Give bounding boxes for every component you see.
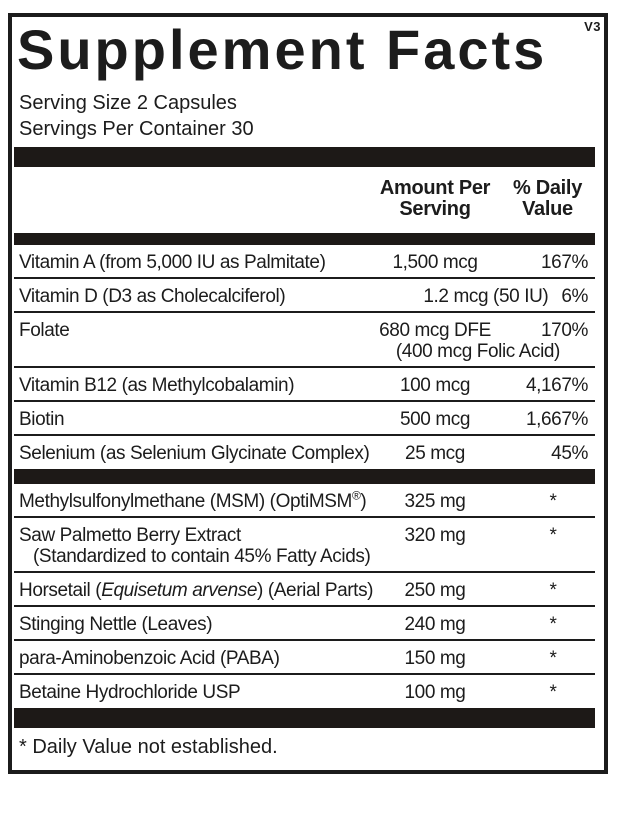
daily-value: 170% <box>541 320 588 341</box>
amount-value: 100 mcg <box>399 375 471 396</box>
botanicals-section: Methylsulfonylmethane (MSM) (OptiMSM®) 32… <box>14 484 595 708</box>
daily-value: 6% <box>561 286 588 307</box>
ingredient-row: Vitamin D (D3 as Cholecalciferol) 1.2 mcg… <box>14 279 595 313</box>
ingredient-name: Selenium (as Selenium Glycinate Complex) <box>19 443 370 464</box>
daily-value: 4,167% <box>525 375 588 396</box>
ingredient-row: para-Aminobenzoic Acid (PABA) 150 mg * <box>14 641 595 675</box>
ingredient-row: Methylsulfonylmethane (MSM) (OptiMSM®) 32… <box>14 484 595 518</box>
ingredient-name: Biotin <box>19 409 65 430</box>
servings-per-container-line: Servings Per Container 30 <box>19 118 254 140</box>
amount-detail: (400 mcg Folic Acid) <box>395 341 561 362</box>
ingredient-name: para-Aminobenzoic Acid (PABA) <box>19 648 280 669</box>
daily-value: * <box>549 525 557 546</box>
amount-value: 320 mg <box>404 525 466 546</box>
daily-value: * <box>549 648 557 669</box>
ingredient-row: Vitamin B12 (as Methylcobalamin) 100 mcg 4… <box>14 368 595 402</box>
amount-and-daily-value: 1.2 mcg (50 IU) 6% <box>423 286 588 307</box>
ingredient-row: Vitamin A (from 5,000 IU as Palmitate) 1,… <box>14 245 595 279</box>
daily-value: * <box>549 614 557 635</box>
ingredient-row: Folate 680 mcg DFE 170% (400 mcg Folic Acid… <box>14 313 595 368</box>
version-tag: V3 <box>584 19 601 34</box>
thick-divider-bottom <box>14 708 595 728</box>
amount-value: 250 mg <box>404 580 466 601</box>
amount-value: 1.2 mcg (50 IU) <box>423 286 549 307</box>
ingredient-name: Stinging Nettle (Leaves) <box>19 614 213 635</box>
amount-value: 680 mcg DFE <box>379 320 491 341</box>
ingredient-name: Betaine Hydrochloride USP <box>19 682 241 703</box>
ingredient-name: Methylsulfonylmethane (MSM) (OptiMSM®) <box>19 488 367 512</box>
ingredient-name: Vitamin D (D3 as Cholecalciferol) <box>19 286 286 307</box>
amount-value: 25 mcg <box>405 443 465 464</box>
amount-column-header: Amount Per Serving <box>379 177 491 220</box>
ingredient-row: Stinging Nettle (Leaves) 240 mg * <box>14 607 595 641</box>
panel-content: Supplement Facts Serving Size 2 Capsules… <box>12 18 604 770</box>
thick-divider-top <box>14 147 595 167</box>
amount-value: 1,500 mcg <box>392 252 478 273</box>
footnote: * Daily Value not established. <box>19 736 278 758</box>
daily-value: 1,667% <box>525 409 588 430</box>
panel-title: Supplement Facts <box>17 18 548 81</box>
serving-info: Serving Size 2 Capsules Servings Per Con… <box>19 90 595 142</box>
ingredient-row: Betaine Hydrochloride USP 100 mg * <box>14 675 595 708</box>
daily-value: * <box>549 491 557 512</box>
ingredient-row: Biotin 500 mcg 1,667% <box>14 402 595 436</box>
thick-divider-header <box>14 233 595 245</box>
thick-divider-middle <box>14 469 595 484</box>
ingredient-detail: (Standardized to contain 45% Fatty Acids… <box>33 546 371 567</box>
daily-value: 45% <box>551 443 588 464</box>
amount-value: 500 mcg <box>399 409 471 430</box>
ingredient-row: Saw Palmetto Berry Extract 320 mg * (Standa… <box>14 518 595 573</box>
amount-value: 150 mg <box>404 648 466 669</box>
daily-value: * <box>549 580 557 601</box>
amount-value: 325 mg <box>404 491 466 512</box>
vitamins-section: Vitamin A (from 5,000 IU as Palmitate) 1,… <box>14 245 595 469</box>
ingredient-row: Horsetail (Equisetum arvense) (Aerial Pa… <box>14 573 595 607</box>
supplement-facts-panel: V3 Supplement Facts Serving Size 2 Capsu… <box>8 13 608 774</box>
daily-value-column-header: % Daily Value <box>512 177 583 220</box>
daily-value: 167% <box>541 252 588 273</box>
ingredient-name: Folate <box>19 320 70 341</box>
ingredient-name: Vitamin B12 (as Methylcobalamin) <box>19 375 295 396</box>
column-headers: Amount Per Serving % Daily Value <box>14 167 595 233</box>
daily-value: * <box>549 682 557 703</box>
ingredient-name: Vitamin A (from 5,000 IU as Palmitate) <box>19 252 326 273</box>
amount-value: 100 mg <box>404 682 466 703</box>
ingredient-name: Horsetail (Equisetum arvense) (Aerial Pa… <box>19 580 374 601</box>
ingredient-row: Selenium (as Selenium Glycinate Complex)… <box>14 436 595 469</box>
amount-value: 240 mg <box>404 614 466 635</box>
ingredient-name: Saw Palmetto Berry Extract <box>19 525 241 546</box>
serving-size-line: Serving Size 2 Capsules <box>19 92 237 114</box>
